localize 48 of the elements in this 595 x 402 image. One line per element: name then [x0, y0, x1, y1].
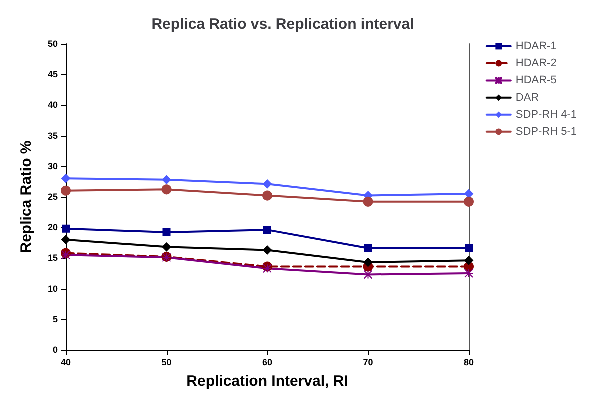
point: [263, 180, 272, 189]
y-tick-label: 20: [48, 222, 58, 233]
y-tick-label: 40: [48, 100, 58, 110]
legend-label: HDAR-2: [516, 58, 557, 70]
legend-label: SDP-RH 4-1: [516, 108, 577, 121]
point: [62, 250, 70, 260]
chart-title: Replica Ratio vs. Replication interval: [152, 16, 414, 33]
y-tick-label: 10: [48, 284, 58, 294]
x-axis-title: Replication Interval, RI: [186, 373, 348, 390]
point: [61, 186, 71, 196]
legend-label: HDAR-5: [516, 74, 557, 87]
point: [62, 174, 70, 184]
point: [62, 224, 70, 233]
y-axis-title: Replica Ratio %: [18, 140, 35, 254]
x-tick-label: 60: [262, 358, 273, 368]
point: [263, 246, 272, 255]
y-tick-label: 35: [48, 130, 58, 141]
y-tick-label: 5: [52, 314, 58, 324]
y-tick-label: 50: [48, 39, 58, 49]
point: [464, 269, 474, 278]
point: [364, 244, 372, 252]
point: [363, 196, 374, 207]
point: [162, 175, 172, 184]
legend-label: SDP-RH 5-1: [516, 126, 577, 138]
y-tick-label: 25: [48, 192, 58, 202]
legend-label: HDAR-1: [516, 40, 557, 52]
y-tick-label: 45: [48, 70, 58, 80]
y-tick-label: 0: [52, 345, 58, 355]
point: [364, 270, 373, 280]
point: [464, 196, 474, 207]
point: [364, 258, 373, 267]
point: [465, 244, 473, 252]
point: [162, 228, 171, 236]
point: [262, 190, 272, 201]
point: [162, 242, 172, 252]
point: [263, 264, 272, 274]
legend-label: DAR: [516, 92, 540, 104]
y-tick-label: 30: [48, 161, 58, 172]
point: [162, 184, 172, 195]
x-tick-label: 80: [464, 358, 474, 368]
x-tick-label: 40: [60, 358, 72, 368]
point: [464, 189, 474, 198]
y-tick-label: 15: [48, 253, 58, 264]
x-tick-label: 70: [363, 358, 374, 368]
x-tick-label: 50: [162, 358, 172, 368]
point: [464, 256, 474, 266]
point: [62, 235, 70, 244]
point: [264, 226, 272, 234]
